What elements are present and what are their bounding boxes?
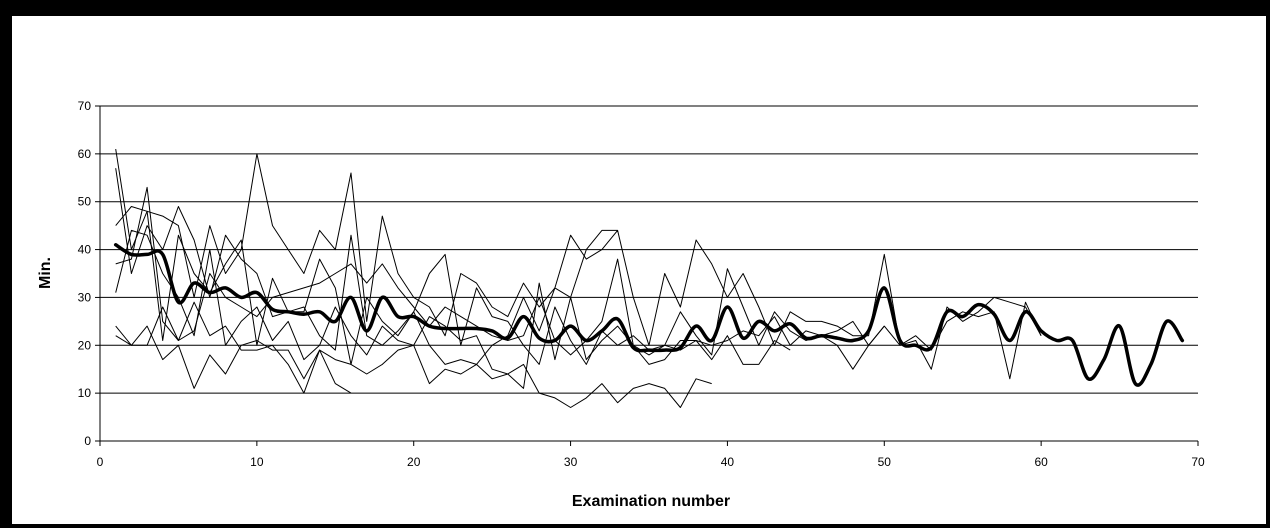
y-tick-label-3: 30 [78, 290, 92, 304]
series-layer [113, 149, 1185, 408]
y-tick-label-5: 50 [78, 195, 92, 209]
y-tick-labels: 0 10 20 30 40 50 60 70 [78, 99, 92, 448]
series-line-1 [115, 149, 618, 337]
series-line-2 [115, 168, 1042, 370]
y-axis-title: Min. [37, 257, 54, 289]
series-line-4 [115, 229, 791, 389]
x-tick-label-7: 70 [1191, 455, 1205, 469]
x-tick-labels: 0 10 20 30 40 50 60 70 [97, 455, 1205, 469]
x-axis-title: Examination number [572, 493, 730, 510]
y-tick-label-1: 10 [78, 386, 92, 400]
x-tick-label-2: 20 [407, 455, 421, 469]
x-tick-label-3: 30 [564, 455, 578, 469]
x-tick-label-0: 0 [97, 455, 104, 469]
series-line-7 [115, 206, 885, 370]
x-tick-label-4: 40 [721, 455, 735, 469]
y-tick-label-6: 60 [78, 147, 92, 161]
series-line-5 [115, 316, 712, 408]
y-tick-label-2: 20 [78, 338, 92, 352]
series-line-3 [115, 186, 1042, 380]
axes [95, 105, 1199, 446]
x-tick-label-6: 60 [1034, 455, 1048, 469]
y-tick-label-0: 0 [84, 434, 91, 448]
y-tick-label-7: 70 [78, 99, 92, 113]
x-tick-label-1: 10 [250, 455, 264, 469]
x-tick-label-5: 50 [878, 455, 892, 469]
series-line-0 [113, 243, 1185, 387]
y-tick-label-4: 40 [78, 243, 92, 257]
series-line-6 [115, 301, 352, 394]
